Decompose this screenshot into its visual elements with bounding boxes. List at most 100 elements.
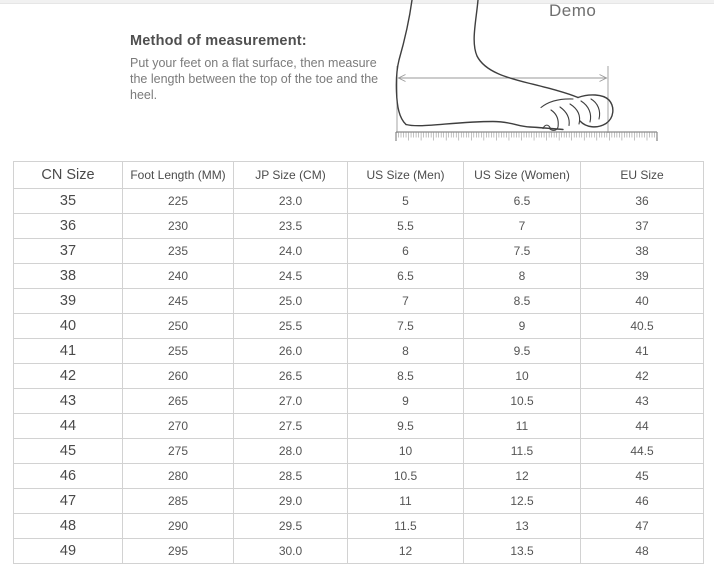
size-cell: 13.5 <box>463 538 581 564</box>
cn-size-cell: 41 <box>13 338 123 364</box>
size-cell: 10 <box>347 438 464 464</box>
size-cell: 44 <box>580 413 704 439</box>
size-cell: 5 <box>347 188 464 214</box>
table-row: 41 255 26.0 8 9.5 41 <box>13 338 704 364</box>
foot-measurement-diagram: Demo <box>393 0 665 152</box>
size-cell: 41 <box>580 338 704 364</box>
cn-size-cell: 45 <box>13 438 123 464</box>
table-row: 46 280 28.5 10.5 12 45 <box>13 463 704 489</box>
size-cell: 9.5 <box>347 413 464 439</box>
size-cell: 9 <box>463 313 581 339</box>
column-header: JP Size (CM) <box>233 161 348 189</box>
size-chart-table: CN Size Foot Length (MM) JP Size (CM) US Si… <box>13 161 704 564</box>
size-cell: 285 <box>122 488 234 514</box>
column-header: CN Size <box>13 161 123 189</box>
size-cell: 26.0 <box>233 338 348 364</box>
size-cell: 240 <box>122 263 234 289</box>
table-row: 42 260 26.5 8.5 10 42 <box>13 363 704 389</box>
size-cell: 235 <box>122 238 234 264</box>
cn-size-cell: 35 <box>13 188 123 214</box>
size-cell: 28.5 <box>233 463 348 489</box>
size-cell: 13 <box>463 513 581 539</box>
table-row: 35 225 23.0 5 6.5 36 <box>13 188 704 214</box>
size-cell: 7.5 <box>463 238 581 264</box>
column-header: US Size (Women) <box>463 161 581 189</box>
size-cell: 8.5 <box>347 363 464 389</box>
table-row: 36 230 23.5 5.5 7 37 <box>13 213 704 239</box>
cn-size-cell: 42 <box>13 363 123 389</box>
instructions-body: Put your feet on a flat surface, then me… <box>130 56 379 102</box>
size-cell: 7.5 <box>347 313 464 339</box>
size-cell: 29.5 <box>233 513 348 539</box>
size-cell: 280 <box>122 463 234 489</box>
cn-size-cell: 37 <box>13 238 123 264</box>
size-cell: 10 <box>463 363 581 389</box>
table-row: 45 275 28.0 10 11.5 44.5 <box>13 438 704 464</box>
size-cell: 245 <box>122 288 234 314</box>
size-cell: 260 <box>122 363 234 389</box>
table-row: 49 295 30.0 12 13.5 48 <box>13 538 704 564</box>
table-row: 38 240 24.5 6.5 8 39 <box>13 263 704 289</box>
size-cell: 6.5 <box>463 188 581 214</box>
size-cell: 28.0 <box>233 438 348 464</box>
table-row: 37 235 24.0 6 7.5 38 <box>13 238 704 264</box>
size-cell: 24.0 <box>233 238 348 264</box>
cn-size-cell: 39 <box>13 288 123 314</box>
size-cell: 230 <box>122 213 234 239</box>
size-cell: 43 <box>580 388 704 414</box>
cn-size-cell: 49 <box>13 538 123 564</box>
table-row: 44 270 27.5 9.5 11 44 <box>13 413 704 439</box>
size-cell: 45 <box>580 463 704 489</box>
size-cell: 295 <box>122 538 234 564</box>
size-cell: 11.5 <box>347 513 464 539</box>
cn-size-cell: 46 <box>13 463 123 489</box>
size-cell: 265 <box>122 388 234 414</box>
size-cell: 7 <box>463 213 581 239</box>
size-cell: 9 <box>347 388 464 414</box>
size-cell: 30.0 <box>233 538 348 564</box>
instructions-title: Method of measurement: <box>130 33 307 49</box>
size-cell: 23.5 <box>233 213 348 239</box>
measure-arrow-line <box>397 74 608 82</box>
table-row: 40 250 25.5 7.5 9 40.5 <box>13 313 704 339</box>
size-cell: 12 <box>347 538 464 564</box>
size-cell: 10.5 <box>347 463 464 489</box>
demo-label: Demo <box>549 1 597 20</box>
size-cell: 6 <box>347 238 464 264</box>
size-cell: 10.5 <box>463 388 581 414</box>
size-cell: 29.0 <box>233 488 348 514</box>
cn-size-cell: 40 <box>13 313 123 339</box>
table-row: 43 265 27.0 9 10.5 43 <box>13 388 704 414</box>
ruler-ticks <box>395 132 658 141</box>
size-cell: 27.0 <box>233 388 348 414</box>
size-cell: 47 <box>580 513 704 539</box>
table-header-row: CN Size Foot Length (MM) JP Size (CM) US Si… <box>13 161 704 189</box>
size-cell: 5.5 <box>347 213 464 239</box>
column-header: Foot Length (MM) <box>122 161 234 189</box>
size-cell: 40.5 <box>580 313 704 339</box>
size-cell: 44.5 <box>580 438 704 464</box>
size-cell: 42 <box>580 363 704 389</box>
size-cell: 25.0 <box>233 288 348 314</box>
size-cell: 46 <box>580 488 704 514</box>
ruler <box>395 131 658 141</box>
size-cell: 250 <box>122 313 234 339</box>
size-cell: 11.5 <box>463 438 581 464</box>
size-cell: 7 <box>347 288 464 314</box>
size-cell: 27.5 <box>233 413 348 439</box>
column-header: US Size (Men) <box>347 161 464 189</box>
size-cell: 26.5 <box>233 363 348 389</box>
size-cell: 12.5 <box>463 488 581 514</box>
cn-size-cell: 47 <box>13 488 123 514</box>
size-cell: 225 <box>122 188 234 214</box>
size-cell: 11 <box>347 488 464 514</box>
column-header: EU Size <box>580 161 704 189</box>
size-cell: 48 <box>580 538 704 564</box>
size-cell: 6.5 <box>347 263 464 289</box>
table-row: 39 245 25.0 7 8.5 40 <box>13 288 704 314</box>
cn-size-cell: 43 <box>13 388 123 414</box>
size-cell: 12 <box>463 463 581 489</box>
size-cell: 40 <box>580 288 704 314</box>
size-cell: 39 <box>580 263 704 289</box>
